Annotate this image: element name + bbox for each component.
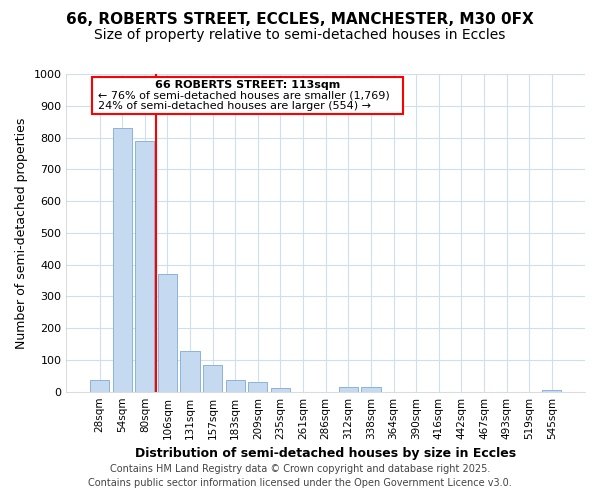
Bar [135, 140, 154, 392]
Bar [339, 387, 358, 392]
Bar [271, 388, 290, 392]
Y-axis label: Number of semi-detached properties: Number of semi-detached properties [15, 117, 28, 348]
FancyBboxPatch shape [92, 77, 403, 114]
Text: 66 ROBERTS STREET: 113sqm: 66 ROBERTS STREET: 113sqm [155, 80, 341, 90]
Text: 66, ROBERTS STREET, ECCLES, MANCHESTER, M30 0FX: 66, ROBERTS STREET, ECCLES, MANCHESTER, … [66, 12, 534, 28]
Bar [542, 390, 562, 392]
Text: Size of property relative to semi-detached houses in Eccles: Size of property relative to semi-detach… [94, 28, 506, 42]
Bar [248, 382, 268, 392]
Bar [90, 380, 109, 392]
Bar [181, 351, 200, 392]
Text: ← 76% of semi-detached houses are smaller (1,769): ← 76% of semi-detached houses are smalle… [98, 90, 389, 101]
Bar [113, 128, 132, 392]
Bar [226, 380, 245, 392]
Bar [361, 387, 380, 392]
Text: 24% of semi-detached houses are larger (554) →: 24% of semi-detached houses are larger (… [98, 102, 371, 112]
X-axis label: Distribution of semi-detached houses by size in Eccles: Distribution of semi-detached houses by … [135, 447, 516, 460]
Text: Contains HM Land Registry data © Crown copyright and database right 2025.
Contai: Contains HM Land Registry data © Crown c… [88, 464, 512, 487]
Bar [203, 366, 222, 392]
Bar [158, 274, 177, 392]
